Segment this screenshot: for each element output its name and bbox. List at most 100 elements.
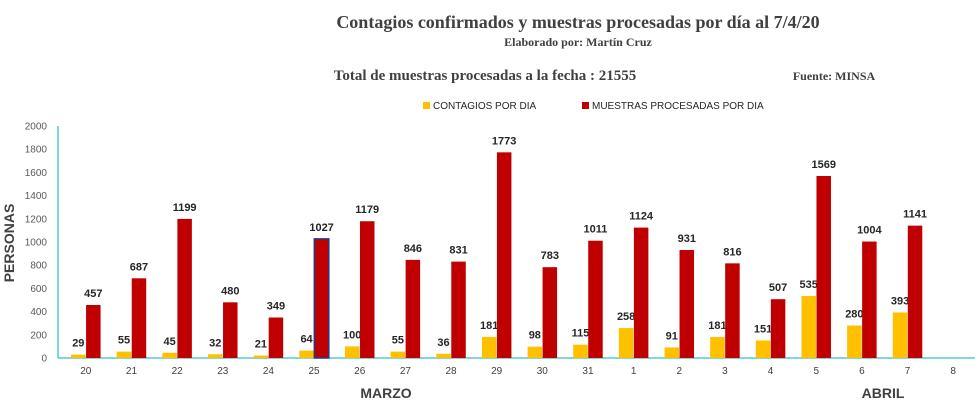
data-label-muestras: 349 <box>267 301 285 313</box>
x-tick-label: 20 <box>80 366 92 377</box>
x-tick-label: 21 <box>126 366 138 377</box>
y-ticks: 0 200 400 600 800 1000 1200 1400 1600 1800 2000 <box>25 122 48 365</box>
bar-muestras <box>268 317 284 358</box>
data-label-contagios: 181 <box>708 320 726 332</box>
bars: 29 55 45 32 21 64 100 55 36 181 98 115 258 91 181 151 53… <box>71 135 927 359</box>
bar-muestras <box>633 227 649 358</box>
y-tick-label: 1400 <box>25 191 48 202</box>
data-label-muestras: 846 <box>404 243 422 255</box>
data-label-muestras: 687 <box>130 261 148 273</box>
bar-contagios <box>116 351 132 358</box>
source-text: Fuente: MINSA <box>793 69 876 83</box>
bar-contagios <box>892 312 908 358</box>
x-tick-label: 27 <box>400 366 412 377</box>
x-tick-label: 5 <box>813 366 819 377</box>
data-label-contagios: 21 <box>255 339 267 351</box>
data-label-contagios: 29 <box>72 338 84 350</box>
legend-swatch-contagios <box>423 102 430 109</box>
data-label-contagios: 151 <box>754 323 772 335</box>
legend: CONTAGIOS POR DIA MUESTRAS PROCESADAS PO… <box>423 101 764 112</box>
data-label-muestras: 1011 <box>584 224 608 236</box>
data-label-contagios: 181 <box>480 320 498 332</box>
data-label-muestras: 816 <box>723 246 741 258</box>
y-tick-label: 400 <box>30 307 47 318</box>
legend-swatch-muestras <box>582 102 589 109</box>
data-label-contagios: 64 <box>300 334 313 346</box>
data-label-contagios: 280 <box>845 309 863 321</box>
data-label-muestras: 1569 <box>811 159 835 171</box>
bar-contagios <box>253 355 269 358</box>
bar-muestras <box>451 261 466 358</box>
data-label-contagios: 98 <box>529 330 541 342</box>
data-label-muestras: 1141 <box>903 209 927 221</box>
x-tick-label: 3 <box>722 366 728 377</box>
data-label-muestras: 831 <box>449 245 467 257</box>
y-tick-label: 0 <box>41 354 47 365</box>
y-tick-label: 1000 <box>25 238 48 249</box>
data-label-muestras: 1027 <box>309 222 333 234</box>
data-label-muestras: 783 <box>541 250 559 262</box>
data-label-muestras: 1004 <box>857 225 882 237</box>
y-tick-label: 200 <box>30 330 47 341</box>
x-tick-label: 29 <box>491 366 503 377</box>
legend-label-muestras: MUESTRAS PROCESADAS POR DIA <box>592 101 764 112</box>
data-label-contagios: 55 <box>392 335 404 347</box>
x-tick-label: 24 <box>263 366 275 377</box>
bar-muestras <box>679 250 695 358</box>
bar-muestras <box>862 241 877 358</box>
bar-muestras <box>588 240 603 358</box>
x-tick-label: 2 <box>676 366 682 377</box>
x-tick-label: 30 <box>537 366 549 377</box>
data-label-contagios: 100 <box>343 329 361 341</box>
x-tick-label: 7 <box>905 366 911 377</box>
data-label-muestras: 1199 <box>173 202 197 214</box>
month-label-marzo: MARZO <box>360 385 411 401</box>
y-tick-label: 600 <box>30 284 47 295</box>
data-label-muestras: 480 <box>221 285 239 297</box>
bar-contagios <box>527 346 543 358</box>
bar-muestras <box>496 152 512 358</box>
data-label-contagios: 55 <box>118 335 130 347</box>
data-label-muestras: 1124 <box>629 211 654 223</box>
bar-contagios <box>299 350 314 358</box>
x-ticks: 20 21 22 23 24 25 26 27 28 29 30 31 1 2 3 4 5 6 7 8 <box>80 366 956 377</box>
x-tick-label: 28 <box>445 366 457 377</box>
bar-muestras <box>177 218 192 358</box>
bar-contagios <box>847 325 862 358</box>
y-tick-label: 2000 <box>25 122 48 133</box>
data-label-contagios: 115 <box>572 328 590 340</box>
bar-muestras <box>907 225 923 358</box>
bar-contagios <box>481 337 497 358</box>
data-label-muestras: 507 <box>769 282 787 294</box>
y-axis-label: PERSONAS <box>1 204 17 283</box>
bar-muestras <box>770 299 786 358</box>
bar-muestras <box>816 175 831 358</box>
bar-contagios <box>710 337 725 358</box>
y-tick-label: 1200 <box>25 214 48 225</box>
bar-contagios <box>71 354 86 358</box>
bar-muestras <box>86 304 101 358</box>
month-label-abril: ABRIL <box>862 385 905 401</box>
x-tick-label: 23 <box>217 366 229 377</box>
total-samples-text: Total de muestras procesadas a la fecha … <box>334 68 637 84</box>
x-tick-label: 26 <box>354 366 366 377</box>
legend-label-contagios: CONTAGIOS POR DIA <box>433 101 536 112</box>
x-tick-label: 1 <box>631 366 637 377</box>
y-tick-label: 800 <box>30 261 47 272</box>
data-label-contagios: 393 <box>891 295 909 307</box>
data-label-contagios: 535 <box>800 279 818 291</box>
bar-contagios <box>801 295 816 358</box>
bar-muestras <box>405 259 421 358</box>
x-tick-label: 8 <box>950 366 956 377</box>
bar-muestras <box>223 302 238 358</box>
data-label-contagios: 36 <box>437 337 449 349</box>
data-label-muestras: 931 <box>678 233 696 245</box>
x-tick-label: 4 <box>768 366 774 377</box>
data-label-contagios: 91 <box>666 330 678 342</box>
y-tick-label: 1800 <box>25 145 48 156</box>
bar-muestras <box>313 238 330 359</box>
x-tick-label: 25 <box>309 366 321 377</box>
bar-contagios <box>436 353 451 358</box>
data-label-muestras: 1773 <box>492 135 516 147</box>
